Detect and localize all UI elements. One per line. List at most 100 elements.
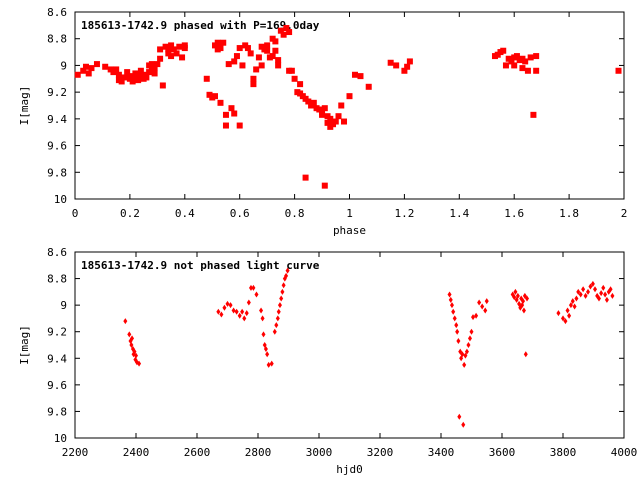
data-point — [151, 70, 158, 77]
data-point — [247, 50, 254, 57]
x-tick-label: 1.2 — [394, 207, 414, 220]
data-point — [291, 75, 298, 82]
data-point — [576, 288, 581, 295]
data-point — [310, 99, 317, 106]
data-point — [127, 331, 132, 338]
data-point — [335, 113, 342, 120]
data-point — [211, 93, 218, 100]
data-point — [130, 335, 135, 342]
data-point — [474, 312, 479, 319]
data-point — [255, 54, 262, 61]
y-tick-label: 9 — [60, 59, 67, 72]
chart-title: 185613-1742.9 not phased light curve — [81, 259, 320, 272]
data-point — [599, 290, 604, 297]
data-point — [113, 66, 120, 73]
data-point — [521, 298, 526, 305]
data-point — [477, 299, 482, 306]
data-point — [231, 307, 236, 314]
data-point — [269, 360, 274, 367]
unphased-light-curve-panel: 2200 2400 2600 2800 3000 3200 3400 3600 3800 4000… — [18, 246, 637, 476]
data-point — [447, 291, 452, 298]
y-tick-label: 9 — [60, 299, 67, 312]
y-tick-label: 8.6 — [47, 6, 67, 19]
data-point — [596, 295, 601, 302]
data-point — [222, 304, 227, 311]
data-point — [250, 81, 257, 88]
data-point — [524, 67, 531, 74]
data-point — [302, 174, 309, 181]
data-point — [588, 283, 593, 290]
data-point — [277, 27, 284, 34]
data-point — [179, 54, 186, 61]
x-axis-label: phase — [333, 224, 366, 237]
data-point — [519, 65, 526, 72]
x-tick-label: 3200 — [367, 446, 394, 459]
data-point — [561, 315, 565, 322]
data-point — [288, 67, 295, 74]
data-point — [283, 25, 290, 32]
data-point — [220, 39, 227, 46]
data-point — [124, 69, 131, 76]
data-point — [132, 348, 137, 355]
data-point — [275, 315, 280, 322]
data-point — [483, 307, 488, 314]
data-point — [484, 298, 489, 305]
data-point — [285, 267, 290, 274]
data-point — [219, 311, 224, 318]
data-point — [259, 307, 264, 314]
x-tick-label: 1.4 — [449, 207, 469, 220]
y-axis-label: I[mag] — [18, 86, 31, 126]
data-point — [181, 42, 188, 49]
data-point — [464, 348, 469, 355]
data-point — [143, 74, 150, 81]
data-point — [297, 81, 304, 88]
data-point — [601, 284, 606, 291]
data-point — [157, 55, 164, 62]
y-tick-label: 10 — [54, 432, 67, 445]
data-point — [527, 54, 534, 61]
data-point — [406, 58, 413, 65]
data-point — [234, 308, 239, 315]
plot-frame — [74, 11, 625, 200]
data-point — [168, 53, 175, 60]
data-point — [346, 93, 353, 100]
data-point — [604, 296, 609, 303]
y-tick-label: 9.4 — [47, 113, 67, 126]
data-point — [264, 42, 271, 49]
data-point — [279, 295, 284, 302]
x-axis-label: hjd0 — [336, 463, 363, 476]
data-point — [168, 42, 175, 49]
data-point — [457, 413, 462, 420]
data-point — [284, 272, 289, 279]
data-point — [135, 77, 142, 84]
data-point — [276, 308, 281, 315]
data-point — [455, 328, 460, 335]
data-point — [88, 65, 95, 72]
data-point — [148, 61, 155, 68]
data-point — [461, 421, 466, 428]
data-point — [239, 62, 246, 69]
x-tick-label: 0.2 — [120, 207, 140, 220]
data-point — [324, 119, 331, 126]
data-point — [258, 62, 265, 69]
data-point — [228, 105, 235, 112]
data-point — [137, 360, 142, 367]
plot-frame — [74, 251, 625, 439]
data-point — [222, 111, 229, 118]
data-point — [341, 118, 348, 125]
data-point — [321, 182, 328, 189]
data-point — [451, 308, 456, 315]
data-point — [173, 50, 180, 57]
data-point — [615, 67, 622, 74]
y-axis-label: I[mag] — [18, 325, 31, 365]
data-point — [176, 43, 183, 50]
data-point — [274, 322, 279, 329]
data-point — [321, 105, 328, 112]
data-point — [217, 99, 224, 106]
x-tick-label: 3600 — [489, 446, 516, 459]
data-point — [228, 302, 233, 309]
x-tick-label: 2200 — [62, 446, 89, 459]
data-point — [260, 315, 265, 322]
data-point — [137, 67, 144, 74]
data-point — [93, 61, 100, 68]
